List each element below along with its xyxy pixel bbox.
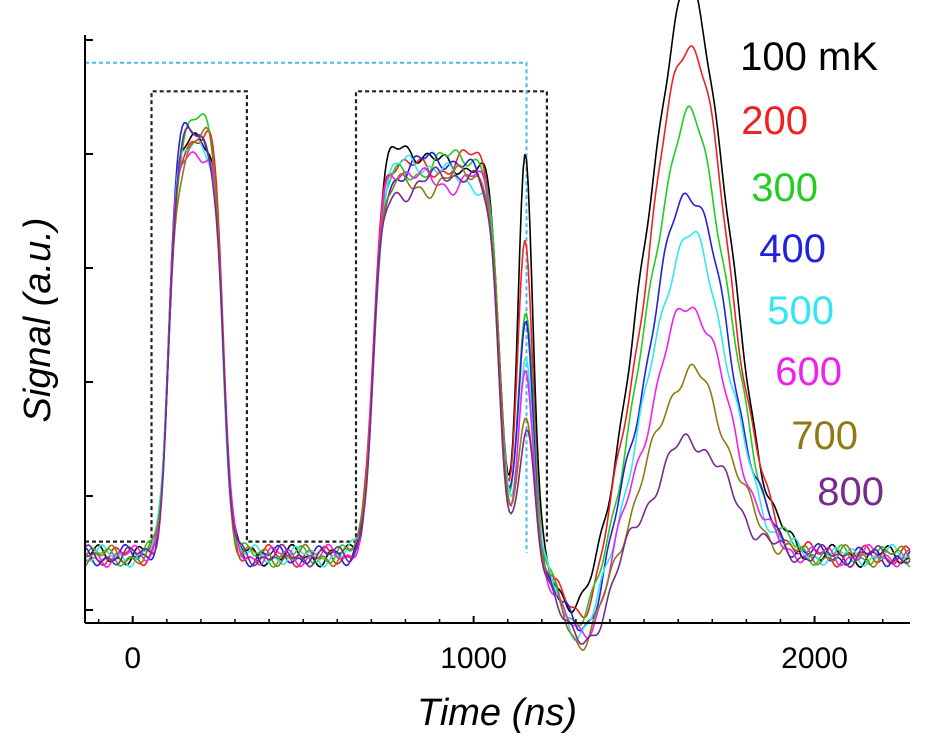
legend-entry: 300 xyxy=(751,166,818,210)
legend-entry: 500 xyxy=(767,289,834,333)
legend-entry: 800 xyxy=(817,470,884,514)
pulse-sequence-line xyxy=(85,90,549,543)
x-axis-title: Time (ns) xyxy=(417,692,577,734)
series-line-600 xyxy=(84,151,911,640)
series-lines xyxy=(84,0,911,652)
x-tick-label: 1000 xyxy=(440,642,507,675)
x-tick-label: 2000 xyxy=(781,642,848,675)
legend-entry: 600 xyxy=(775,350,842,394)
pulse-sequence xyxy=(85,90,549,543)
legend-entry: 400 xyxy=(759,227,826,271)
legend-entry: 200 xyxy=(741,99,808,143)
series-line-800 xyxy=(84,126,911,645)
x-tick-label: 0 xyxy=(124,642,141,675)
legend-entry: 100 mK xyxy=(740,35,878,79)
marker-guide xyxy=(85,61,528,553)
marker-line xyxy=(85,61,528,553)
legend: 100 mK 200 300 400 500 600 700 800 xyxy=(740,35,884,514)
axes xyxy=(84,35,910,624)
legend-entry: 700 xyxy=(791,414,858,458)
tick-marks: 0 1000 2000 xyxy=(85,39,884,675)
y-axis-title: Signal (a.u.) xyxy=(17,218,59,423)
